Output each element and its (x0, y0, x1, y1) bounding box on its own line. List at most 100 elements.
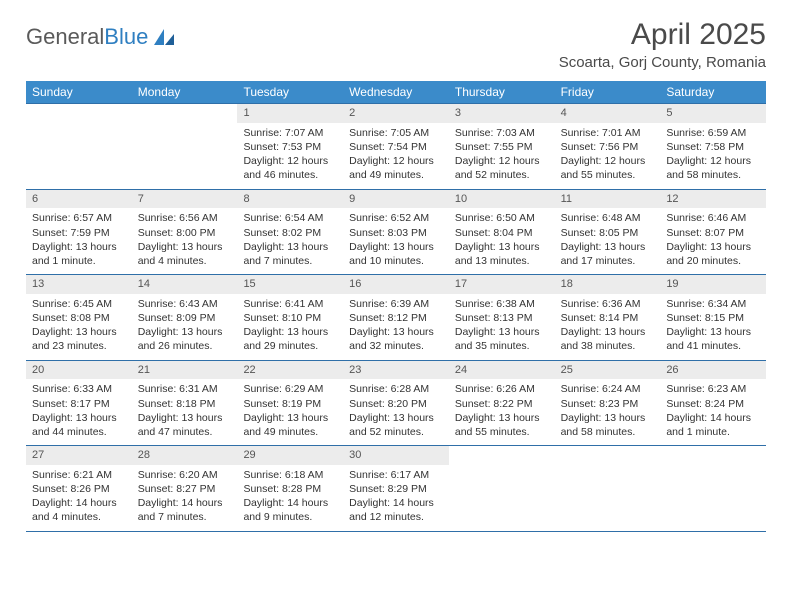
day-body: Sunrise: 6:50 AMSunset: 8:04 PMDaylight:… (449, 208, 555, 274)
day-body: Sunrise: 6:46 AMSunset: 8:07 PMDaylight:… (660, 208, 766, 274)
sunrise-text: Sunrise: 6:36 AM (561, 297, 655, 311)
day-cell: 23Sunrise: 6:28 AMSunset: 8:20 PMDayligh… (343, 361, 449, 446)
day-cell: 7Sunrise: 6:56 AMSunset: 8:00 PMDaylight… (132, 190, 238, 275)
day-body: Sunrise: 6:17 AMSunset: 8:29 PMDaylight:… (343, 465, 449, 531)
day-body: Sunrise: 6:23 AMSunset: 8:24 PMDaylight:… (660, 379, 766, 445)
daylight-text: Daylight: 13 hours and 32 minutes. (349, 325, 443, 353)
day-cell: 11Sunrise: 6:48 AMSunset: 8:05 PMDayligh… (555, 190, 661, 275)
page: GeneralBlue April 2025 Scoarta, Gorj Cou… (0, 0, 792, 550)
daylight-text: Daylight: 13 hours and 13 minutes. (455, 240, 549, 268)
sunset-text: Sunset: 7:56 PM (561, 140, 655, 154)
sunset-text: Sunset: 8:12 PM (349, 311, 443, 325)
sunset-text: Sunset: 8:08 PM (32, 311, 126, 325)
daylight-text: Daylight: 13 hours and 52 minutes. (349, 411, 443, 439)
sunrise-text: Sunrise: 6:50 AM (455, 211, 549, 225)
sunrise-text: Sunrise: 6:34 AM (666, 297, 760, 311)
day-number: 12 (660, 190, 766, 209)
day-body: Sunrise: 6:38 AMSunset: 8:13 PMDaylight:… (449, 294, 555, 360)
sunrise-text: Sunrise: 6:26 AM (455, 382, 549, 396)
day-number: 1 (237, 104, 343, 123)
daylight-text: Daylight: 13 hours and 35 minutes. (455, 325, 549, 353)
day-body: Sunrise: 6:56 AMSunset: 8:00 PMDaylight:… (132, 208, 238, 274)
sunset-text: Sunset: 8:29 PM (349, 482, 443, 496)
sunrise-text: Sunrise: 6:45 AM (32, 297, 126, 311)
day-cell: 6Sunrise: 6:57 AMSunset: 7:59 PMDaylight… (26, 190, 132, 275)
weekday-header-row: SundayMondayTuesdayWednesdayThursdayFrid… (26, 81, 766, 103)
day-number: 10 (449, 190, 555, 209)
day-body: Sunrise: 6:26 AMSunset: 8:22 PMDaylight:… (449, 379, 555, 445)
week-row: 13 Sunrise: 6:45 AMSunset: 8:08 PM Dayligh… (26, 274, 766, 360)
sunset-text: Sunset: 8:17 PM (32, 397, 126, 411)
sunrise-text: Sunrise: 6:18 AM (243, 468, 337, 482)
sunrise-text: Sunrise: 6:38 AM (455, 297, 549, 311)
daylight-text: Daylight: 12 hours and 52 minutes. (455, 154, 549, 182)
day-cell: 1Sunrise: 7:07 AMSunset: 7:53 PMDaylight… (237, 104, 343, 189)
sunrise-text: Sunrise: 7:05 AM (349, 126, 443, 140)
day-number: 28 (132, 446, 238, 465)
weekday-cell: Saturday (660, 81, 766, 103)
day-number: 5 (660, 104, 766, 123)
day-cell: 12Sunrise: 6:46 AMSunset: 8:07 PMDayligh… (660, 190, 766, 275)
day-cell: 28Sunrise: 6:20 AMSunset: 8:27 PMDayligh… (132, 446, 238, 531)
sunset-text: Sunset: 7:53 PM (243, 140, 337, 154)
sunset-text: Sunset: 8:20 PM (349, 397, 443, 411)
day-number: 14 (132, 275, 238, 294)
brand-logo: GeneralBlue (26, 24, 176, 50)
sunset-text: Sunset: 8:10 PM (243, 311, 337, 325)
day-cell (660, 446, 766, 531)
day-cell: 15Sunrise: 6:41 AMSunset: 8:10 PMDayligh… (237, 275, 343, 360)
sunset-text: Sunset: 8:26 PM (32, 482, 126, 496)
sunset-text: Sunset: 8:28 PM (243, 482, 337, 496)
day-cell: 25Sunrise: 6:24 AMSunset: 8:23 PMDayligh… (555, 361, 661, 446)
day-body: Sunrise: 6:54 AMSunset: 8:02 PMDaylight:… (237, 208, 343, 274)
day-body: Sunrise: 6:39 AMSunset: 8:12 PMDaylight:… (343, 294, 449, 360)
day-body: Sunrise: 6:36 AMSunset: 8:14 PMDaylight:… (555, 294, 661, 360)
day-cell (555, 446, 661, 531)
sunset-text: Sunset: 8:04 PM (455, 226, 549, 240)
day-number: 8 (237, 190, 343, 209)
sunrise-text: Sunrise: 6:48 AM (561, 211, 655, 225)
day-number: 25 (555, 361, 661, 380)
day-number: 13 (26, 275, 132, 294)
sunset-text: Sunset: 8:19 PM (243, 397, 337, 411)
day-body: Sunrise: 6:41 AMSunset: 8:10 PMDaylight:… (237, 294, 343, 360)
week-row: 1Sunrise: 7:07 AMSunset: 7:53 PMDaylight… (26, 103, 766, 189)
day-body: Sunrise: 6:21 AMSunset: 8:26 PMDaylight:… (26, 465, 132, 531)
sunrise-text: Sunrise: 6:56 AM (138, 211, 232, 225)
sunrise-text: Sunrise: 6:39 AM (349, 297, 443, 311)
daylight-text: Daylight: 13 hours and 1 minute. (32, 240, 126, 268)
day-cell: 14Sunrise: 6:43 AMSunset: 8:09 PMDayligh… (132, 275, 238, 360)
weeks-container: 1Sunrise: 7:07 AMSunset: 7:53 PMDaylight… (26, 103, 766, 531)
day-number: 27 (26, 446, 132, 465)
sunrise-text: Sunrise: 6:33 AM (32, 382, 126, 396)
day-cell: 19Sunrise: 6:34 AMSunset: 8:15 PMDayligh… (660, 275, 766, 360)
day-number: 26 (660, 361, 766, 380)
day-cell: 16Sunrise: 6:39 AMSunset: 8:12 PMDayligh… (343, 275, 449, 360)
day-cell: 24Sunrise: 6:26 AMSunset: 8:22 PMDayligh… (449, 361, 555, 446)
daylight-text: Daylight: 13 hours and 49 minutes. (243, 411, 337, 439)
day-number: 11 (555, 190, 661, 209)
day-cell: 9Sunrise: 6:52 AMSunset: 8:03 PMDaylight… (343, 190, 449, 275)
location-text: Scoarta, Gorj County, Romania (559, 54, 766, 71)
sunrise-text: Sunrise: 7:01 AM (561, 126, 655, 140)
sunrise-text: Sunrise: 6:59 AM (666, 126, 760, 140)
daylight-text: Daylight: 12 hours and 55 minutes. (561, 154, 655, 182)
sunrise-text: Sunrise: 6:54 AM (243, 211, 337, 225)
day-cell: 4Sunrise: 7:01 AMSunset: 7:56 PMDaylight… (555, 104, 661, 189)
day-cell: 3Sunrise: 7:03 AMSunset: 7:55 PMDaylight… (449, 104, 555, 189)
day-number: 16 (343, 275, 449, 294)
sunset-text: Sunset: 8:07 PM (666, 226, 760, 240)
sunrise-text: Sunrise: 6:21 AM (32, 468, 126, 482)
calendar-bottom-rule (26, 531, 766, 532)
sunset-text: Sunset: 7:55 PM (455, 140, 549, 154)
sunrise-text: Sunrise: 6:17 AM (349, 468, 443, 482)
sunset-text: Sunset: 8:13 PM (455, 311, 549, 325)
brand-part2: Blue (104, 24, 148, 50)
day-cell: 18Sunrise: 6:36 AMSunset: 8:14 PMDayligh… (555, 275, 661, 360)
day-body: Sunrise: 6:20 AMSunset: 8:27 PMDaylight:… (132, 465, 238, 531)
sunset-text: Sunset: 8:24 PM (666, 397, 760, 411)
sunrise-text: Sunrise: 6:52 AM (349, 211, 443, 225)
day-number: 18 (555, 275, 661, 294)
sunset-text: Sunset: 8:00 PM (138, 226, 232, 240)
week-row: 27Sunrise: 6:21 AMSunset: 8:26 PMDayligh… (26, 445, 766, 531)
